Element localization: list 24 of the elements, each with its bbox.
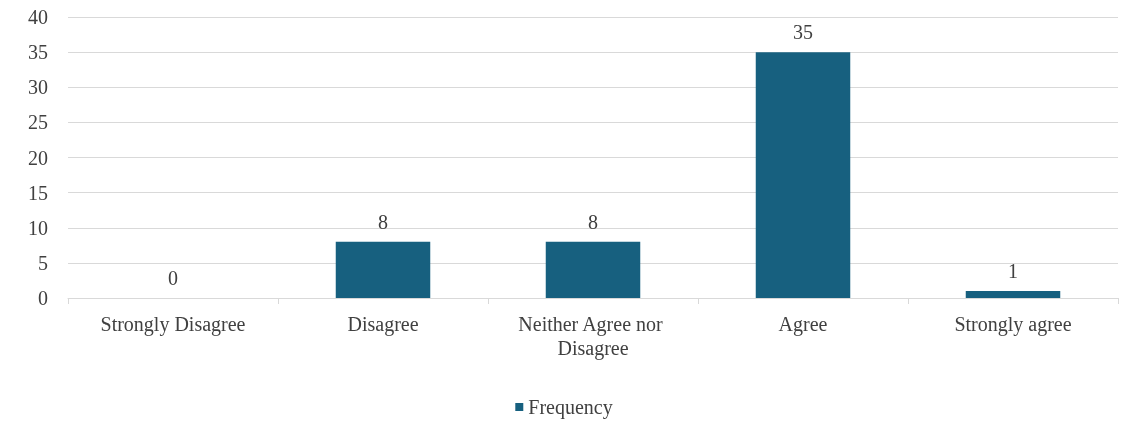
x-tick-label: Strongly Disagree	[100, 313, 246, 336]
data-label: 35	[793, 21, 813, 44]
y-tick-label: 20	[28, 146, 48, 169]
y-tick-label: 0	[38, 287, 48, 309]
x-tick-label: Agree	[778, 313, 828, 336]
bar	[545, 241, 641, 298]
data-label: 8	[588, 210, 598, 233]
y-tick-label: 5	[38, 251, 48, 274]
x-tick-label: Strongly agree	[954, 313, 1072, 336]
y-tick-label: 30	[28, 76, 48, 99]
y-tick-label: 10	[28, 216, 48, 239]
x-tick-label: Disagree	[347, 313, 419, 336]
bar	[755, 52, 851, 298]
y-tick-label: 35	[28, 41, 48, 64]
data-label: 0	[168, 267, 178, 289]
y-tick-label: 25	[28, 111, 48, 134]
data-label: 1	[1008, 259, 1018, 282]
y-tick-label: 40	[28, 6, 48, 28]
x-tick-label: Neither Agree nor Disagree	[518, 313, 668, 360]
bar	[335, 241, 431, 298]
legend-label: Frequency	[528, 396, 613, 419]
bar	[965, 290, 1061, 298]
y-tick-label: 15	[28, 181, 48, 204]
data-label: 8	[378, 210, 388, 233]
